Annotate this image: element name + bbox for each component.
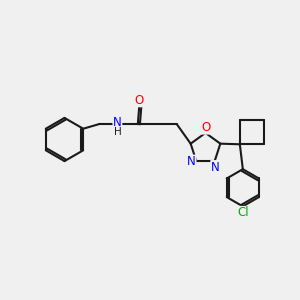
Text: Cl: Cl [237, 206, 249, 220]
Text: O: O [135, 94, 144, 107]
Text: O: O [201, 121, 210, 134]
Text: N: N [211, 160, 220, 174]
Text: N: N [187, 155, 196, 168]
Text: N: N [113, 116, 122, 129]
Text: H: H [113, 127, 121, 137]
